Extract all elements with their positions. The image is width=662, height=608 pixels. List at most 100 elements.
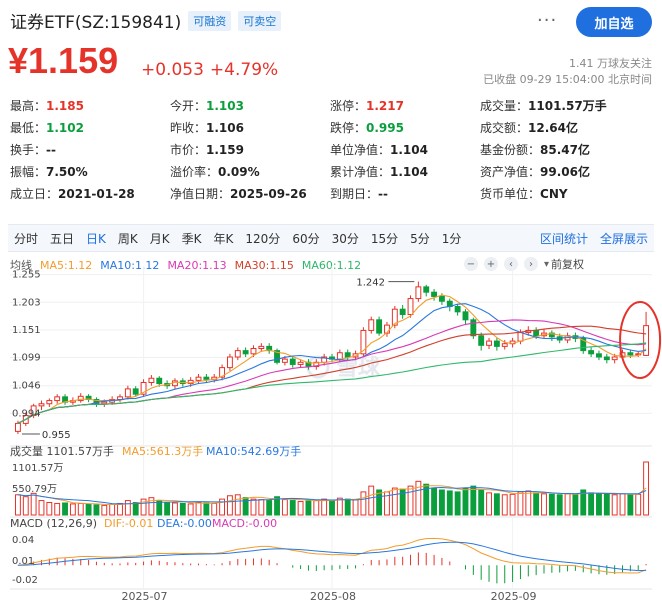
stat-item: 涨停：1.217 — [330, 97, 480, 114]
stat-value: 0.995 — [366, 120, 404, 135]
candle-body — [478, 335, 485, 346]
volume-bar — [30, 492, 37, 516]
volume-bar — [62, 502, 68, 516]
price-change: +0.053 +4.79% — [141, 60, 284, 80]
stat-value: -- — [46, 142, 56, 157]
macd-tick: 0.04 — [12, 535, 34, 546]
stat-item: 今开：1.103 — [170, 97, 330, 114]
volume-bar — [635, 493, 642, 516]
tab-1[interactable]: 五日 — [50, 231, 75, 246]
ma-legend-item: MA5:1.12 — [40, 258, 93, 272]
macd-tick: 0.01 — [12, 556, 34, 567]
candle-body — [603, 356, 610, 361]
tag-short[interactable]: 可卖空 — [238, 10, 282, 31]
tab-7[interactable]: 120分 — [245, 231, 281, 246]
price-candles — [14, 281, 650, 435]
more-icon[interactable]: ··· — [537, 10, 558, 31]
stat-item: 溢价率：0.09% — [170, 163, 330, 180]
scroll-right-icon[interactable]: › — [524, 257, 538, 271]
dea-line — [17, 541, 647, 572]
macd-tick: -0.02 — [12, 575, 38, 586]
zoom-in-icon[interactable]: + — [484, 257, 498, 271]
stat-item: 昨收：1.106 — [170, 119, 330, 136]
volume-bar — [117, 502, 123, 516]
macd-dea: DEA:-0.00 — [157, 517, 212, 530]
volume-bar — [572, 493, 579, 516]
candle-body — [46, 400, 53, 405]
tab-10[interactable]: 15分 — [370, 231, 399, 246]
volume-bar — [124, 500, 131, 516]
candle-body — [596, 353, 602, 358]
zoom-out-icon[interactable]: − — [464, 257, 478, 271]
date-axis-label: 2025-08 — [310, 590, 356, 603]
volume-bar — [352, 499, 359, 516]
stat-item: 换手：-- — [10, 141, 170, 158]
candle-body — [627, 352, 634, 356]
tab-11[interactable]: 5分 — [410, 231, 430, 246]
tab-5[interactable]: 季K — [181, 231, 202, 246]
candle-body — [242, 350, 249, 355]
volume-bar — [564, 493, 571, 516]
volume-bar — [172, 502, 178, 516]
stat-item: 市价：1.159 — [170, 141, 330, 158]
stat-value: 85.47亿 — [540, 142, 590, 157]
stat-value: 12.64亿 — [528, 120, 578, 135]
stat-value: 1.217 — [366, 98, 404, 113]
candle-body — [195, 376, 202, 381]
stat-label: 涨停： — [330, 98, 367, 113]
tab-0[interactable]: 分时 — [14, 231, 39, 246]
ma-label: 均线 — [10, 259, 32, 272]
stat-value: 99.06亿 — [540, 164, 590, 179]
volume-bar — [376, 489, 383, 516]
tab-8[interactable]: 60分 — [292, 231, 320, 246]
tag-margin[interactable]: 可融资 — [188, 10, 232, 31]
volume-bar — [258, 499, 265, 516]
tab-4[interactable]: 月K — [149, 231, 170, 246]
candle-body — [423, 286, 430, 293]
stat-value: 1.103 — [206, 98, 244, 113]
tab-12[interactable]: 1分 — [441, 231, 462, 246]
stat-item: 到期日：-- — [330, 185, 480, 202]
range-stats-button[interactable]: 区间统计 — [539, 231, 588, 246]
ma-legend-item: MA30:1.15 — [234, 258, 294, 272]
current-price: ¥1.159 — [8, 40, 119, 81]
candle-body — [226, 356, 233, 369]
volume-bar — [219, 498, 226, 516]
volume-bar — [344, 498, 351, 516]
candle-body — [344, 352, 351, 358]
ma-legend-item: MA20:1.13 — [167, 258, 227, 272]
volume-bar — [619, 493, 626, 516]
tab-actions: 区间统计 全屏展示 — [534, 230, 654, 247]
candle-body — [101, 401, 108, 405]
candle-body — [289, 358, 296, 365]
volume-bar — [281, 499, 288, 516]
candle-body — [336, 352, 343, 360]
stat-item: 最高：1.185 — [10, 97, 170, 114]
adjust-mode[interactable]: 前复权 — [551, 258, 585, 271]
volume-bar — [297, 501, 304, 516]
ma-line-10 — [17, 303, 647, 424]
candle-body — [54, 396, 61, 402]
tab-2[interactable]: 日K — [86, 231, 106, 246]
fullscreen-button[interactable]: 全屏展示 — [599, 231, 648, 246]
candle-body — [493, 340, 500, 347]
tab-3[interactable]: 周K — [117, 231, 138, 246]
candle-body — [234, 350, 241, 358]
candle-body — [611, 356, 618, 361]
volume-bar — [164, 501, 171, 516]
price-tick-label: 1.151 — [12, 325, 41, 336]
tab-9[interactable]: 30分 — [331, 231, 359, 246]
tab-6[interactable]: 年K — [213, 231, 234, 246]
volume-bar — [38, 500, 45, 516]
volume-bar — [548, 493, 555, 516]
scroll-left-icon[interactable]: ‹ — [504, 257, 518, 271]
volume-bar — [368, 485, 375, 516]
price-tick-label: 1.255 — [12, 270, 41, 281]
volume-bar — [580, 489, 587, 516]
add-watchlist-button[interactable]: 加自选 — [576, 7, 652, 37]
adjust-chevron-icon[interactable]: ▾ — [544, 258, 550, 270]
stat-label: 市价： — [170, 142, 207, 157]
stat-item: 振幅：7.50% — [10, 163, 170, 180]
candle-body — [124, 388, 131, 398]
